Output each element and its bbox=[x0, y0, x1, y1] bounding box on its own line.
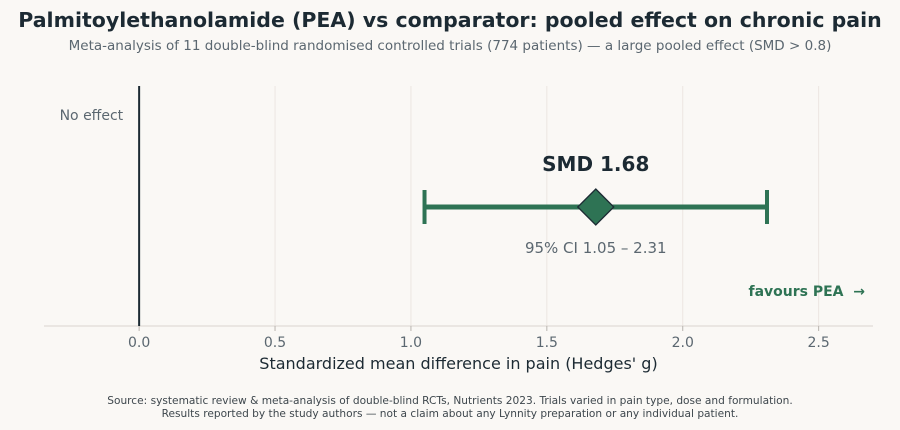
chart-title: Palmitoylethanolamide (PEA) vs comparato… bbox=[18, 8, 882, 32]
x-axis-label: Standardized mean difference in pain (He… bbox=[259, 354, 657, 373]
no-effect-label: No effect bbox=[60, 108, 124, 124]
source-line-2: Results reported by the study authors — … bbox=[161, 408, 739, 420]
x-tick-label: 0.5 bbox=[264, 335, 286, 351]
ci-label: 95% CI 1.05 – 2.31 bbox=[525, 239, 667, 257]
grid-lines bbox=[274, 86, 820, 326]
x-ticks: 0.0 0.5 1.0 1.5 2.0 2.5 bbox=[128, 326, 830, 351]
x-tick-label: 2.5 bbox=[808, 335, 830, 351]
x-tick-label: 1.5 bbox=[536, 335, 558, 351]
x-tick-label: 2.0 bbox=[672, 335, 694, 351]
direction-label: favours PEA → bbox=[749, 284, 866, 300]
x-tick-label: 0.0 bbox=[128, 335, 150, 351]
estimate-label: SMD 1.68 bbox=[542, 152, 649, 176]
source-line-1: Source: systematic review & meta-analysi… bbox=[107, 395, 793, 407]
x-tick-label: 1.0 bbox=[400, 335, 422, 351]
source-note: Source: systematic review & meta-analysi… bbox=[0, 395, 900, 421]
chart-subtitle: Meta-analysis of 11 double-blind randomi… bbox=[68, 38, 832, 54]
estimate-diamond bbox=[576, 188, 615, 226]
